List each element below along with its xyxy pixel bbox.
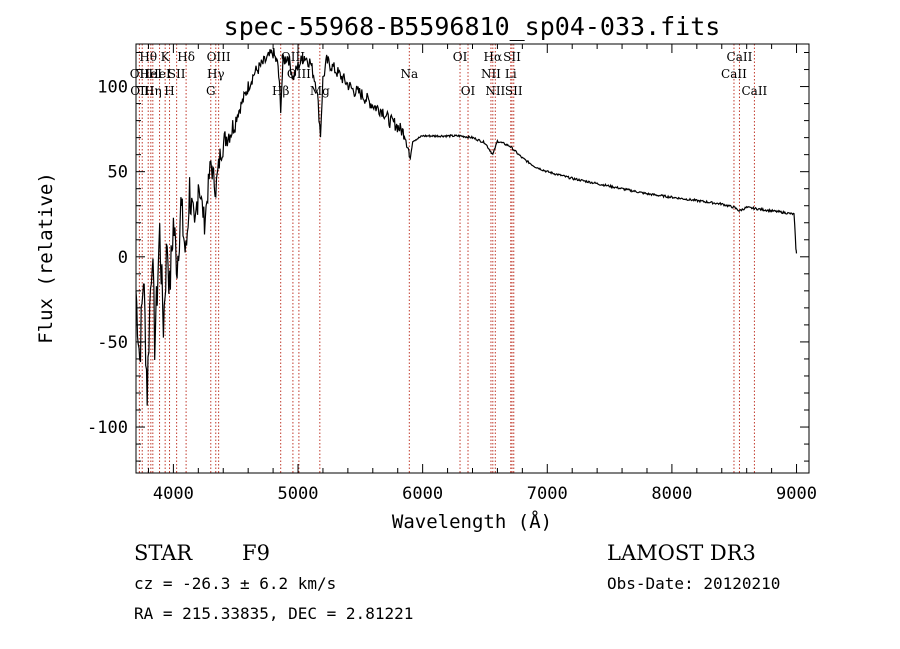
x-tick-label: 6000 (402, 484, 443, 504)
spectral-line-markers (138, 44, 755, 473)
spectral-line-label: CaII (727, 50, 753, 64)
chart-title: spec-55968-B5596810_sp04-033.fits (224, 12, 721, 41)
spectral-line-label: OI (453, 50, 468, 64)
x-axis-label: Wavelength (Å) (392, 510, 552, 533)
x-tick-label: 8000 (651, 484, 692, 504)
spectral-line-label: H (164, 84, 174, 98)
spectral-line-label: HeI (148, 67, 171, 81)
spectral-line-label: OI (461, 84, 476, 98)
x-axis-ticks: 4000 5000 6000 7000 8000 9000 (147, 44, 817, 504)
y-tick-label: 50 (108, 163, 128, 183)
spectrum-series-line (135, 47, 798, 406)
spectral-line-label: Hβ (272, 84, 289, 98)
x-tick-label: 7000 (527, 484, 568, 504)
survey-name: LAMOST DR3 (607, 541, 756, 565)
object-subclass: F9 (242, 541, 270, 565)
spectral-line-label: NII (481, 67, 501, 81)
spectral-line-label: Na (400, 67, 418, 81)
coordinates: RA = 215.33835, DEC = 2.81221 (134, 604, 413, 623)
spectral-line-label: G (206, 84, 216, 98)
spectral-line-label: NII (485, 84, 505, 98)
spectral-line-label: OIII (207, 50, 231, 64)
spectral-line-label: SII (503, 50, 521, 64)
y-tick-label: 0 (118, 248, 128, 268)
y-axis-label: Flux (relative) (35, 172, 57, 344)
spectral-line-label: CaII (741, 84, 767, 98)
plot-frame (135, 43, 810, 474)
x-tick-label: 5000 (278, 484, 319, 504)
spectral-line-label: Hγ (207, 67, 225, 81)
x-tick-label: 9000 (776, 484, 817, 504)
spectral-line-label: Li (505, 67, 517, 81)
y-tick-label: 100 (97, 78, 128, 98)
redshift-velocity: cz = -26.3 ± 6.2 km/s (134, 574, 336, 593)
spectral-line-label: HeI (140, 67, 163, 81)
spectral-line-labels: OIIOIIIHθHeIHηHeIKHSIIHδGHγOIIIHβOIIIOII… (130, 50, 768, 98)
object-class: STAR (134, 541, 193, 565)
y-axis-ticks: -100 -50 0 50 100 (87, 52, 809, 462)
spectral-line-label: Hα (484, 50, 503, 64)
spectral-line-label: SII (505, 84, 523, 98)
observation-date: Obs-Date: 20120210 (607, 574, 780, 593)
spectral-line-label: SII (168, 67, 186, 81)
spectral-line-label: Hθ (139, 50, 157, 64)
spectral-line-label: Hδ (177, 50, 195, 64)
spectral-line-label: OII (130, 67, 150, 81)
y-tick-label: -100 (87, 418, 128, 438)
spectral-line-label: CaII (721, 67, 747, 81)
spectral-line-label: K (161, 50, 171, 64)
x-tick-label: 4000 (153, 484, 194, 504)
spectral-line-label: Mg (310, 84, 330, 98)
spectral-line-label: Hη (144, 84, 162, 98)
y-tick-label: -50 (97, 333, 128, 353)
